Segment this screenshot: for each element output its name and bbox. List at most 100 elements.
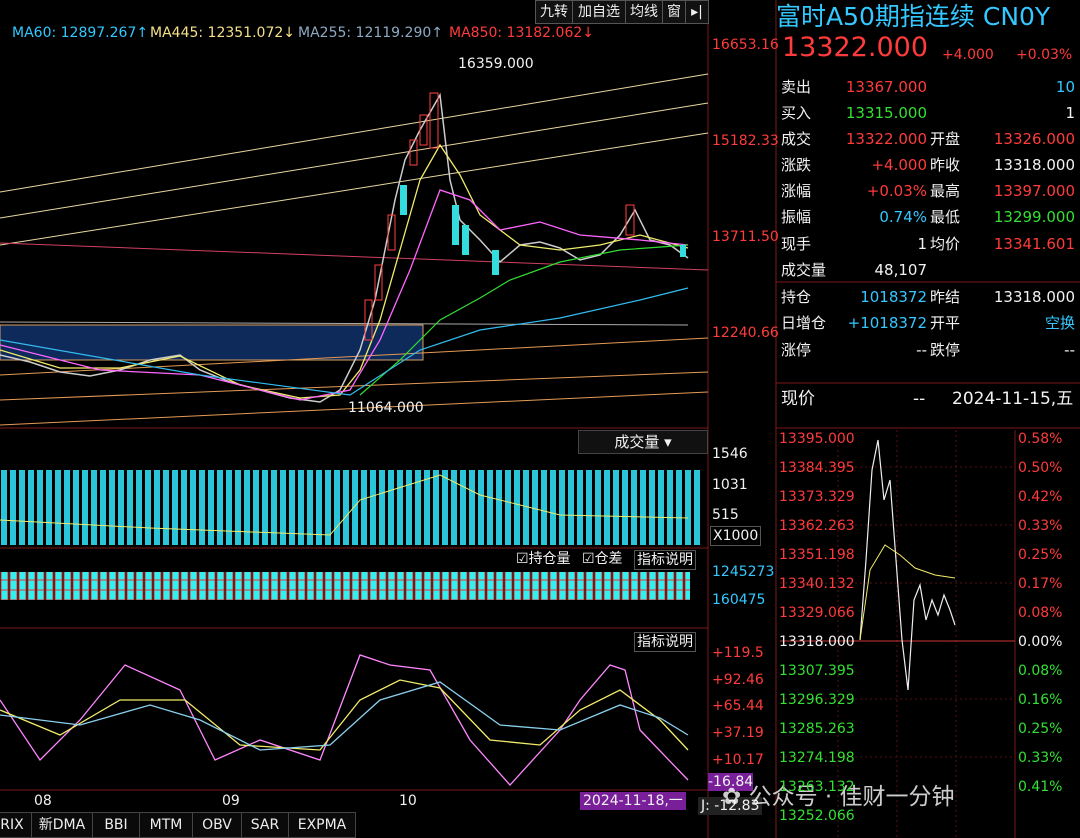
quote-label: 成交量 xyxy=(781,261,827,279)
quote-value: -- xyxy=(1064,341,1075,359)
quote-value: +0.03% xyxy=(866,182,927,200)
price-change-pct: +0.03% xyxy=(1016,47,1073,63)
toolbar-button[interactable]: 均线 xyxy=(625,0,663,24)
intraday-avg xyxy=(859,544,956,641)
intraday-pct-label: 0.16% xyxy=(1018,692,1063,708)
oi-option[interactable]: ☑持仓量 xyxy=(516,551,571,567)
instrument-name: 富时A50期指连续 CN0Y xyxy=(776,2,1051,31)
oi-axis-label: 160475 xyxy=(712,592,766,608)
intraday-pct-label: 0.25% xyxy=(1018,721,1063,737)
x-axis-label: 09 xyxy=(222,793,240,809)
quote-label: 昨收 xyxy=(930,156,961,174)
kdj-d xyxy=(0,681,689,751)
intraday-price-label: 13362.263 xyxy=(779,518,855,534)
ma-legend: MA850: 13182.062↓ xyxy=(449,25,594,41)
intraday-value: -- xyxy=(913,389,926,409)
indicator-tab[interactable]: SAR xyxy=(241,812,289,838)
ma-slow xyxy=(359,244,689,396)
indicator-tab[interactable]: MTM xyxy=(139,812,193,838)
quote-label: 持仓 xyxy=(781,288,812,306)
quote-label: 昨结 xyxy=(930,288,961,306)
intraday-price-label: 13329.066 xyxy=(779,605,855,621)
intraday-pct-label: 0.33% xyxy=(1018,750,1063,766)
y-axis-label: 13711.50 xyxy=(712,229,779,245)
low-annotation: 11064.000 xyxy=(348,400,424,416)
quote-value: 48,107 xyxy=(874,261,928,279)
quote-value: 13299.000 xyxy=(993,208,1075,226)
indicator-tab[interactable]: OBV xyxy=(192,812,242,838)
quote-label: 卖出 xyxy=(781,78,812,96)
x-axis-label: 08 xyxy=(34,793,52,809)
oi-option-label: 持仓量 xyxy=(528,551,571,567)
indicator-tab[interactable]: BBI xyxy=(92,812,140,838)
indicator-axis-label: +92.46 xyxy=(712,672,764,688)
oi-option-label: 仓差 xyxy=(594,551,623,567)
quote-value: +4.000 xyxy=(871,156,927,174)
quote-value: 13322.000 xyxy=(845,130,927,148)
oi-help[interactable]: 指标说明 xyxy=(634,550,696,570)
intraday-price-label: 13307.395 xyxy=(779,663,855,679)
ma445-line xyxy=(0,321,689,326)
indicator-axis-label: +10.17 xyxy=(712,752,764,768)
toolbar-button[interactable]: ▸| xyxy=(685,0,709,24)
kdj-k xyxy=(0,679,689,751)
quote-label: 开盘 xyxy=(930,130,961,148)
intraday-pct-label: 0.17% xyxy=(1018,576,1063,592)
ma-fast xyxy=(0,143,689,399)
volume-axis-label: 1546 xyxy=(712,446,748,462)
quote-label: 现手 xyxy=(781,235,812,253)
ma-legend: MA255: 12119.290↑ xyxy=(298,25,443,41)
support-lines xyxy=(0,337,709,426)
oi-axis-label: 1245273 xyxy=(712,564,775,580)
intraday-price xyxy=(859,439,956,691)
quote-volume: 1 xyxy=(1065,104,1075,122)
indicator-tab[interactable]: 新DMA xyxy=(31,812,93,838)
quote-value: 13367.000 xyxy=(845,78,927,96)
toolbar-button[interactable]: 窗 xyxy=(662,0,686,24)
intraday-grid xyxy=(780,430,1015,838)
intraday-price-label: 13318.000 xyxy=(779,634,855,650)
quote-value: 1 xyxy=(917,235,927,253)
volume-title: 成交量 xyxy=(614,433,660,451)
oi-bars xyxy=(0,572,690,600)
high-annotation: 16359.000 xyxy=(458,56,534,72)
intraday-pct-label: 0.58% xyxy=(1018,431,1063,447)
intraday-pct-label: 0.08% xyxy=(1018,663,1063,679)
quote-label: 均价 xyxy=(930,235,961,253)
intraday-price-label: 13252.066 xyxy=(779,808,855,824)
watermark-text: 公众号 · 佳财一分钟 xyxy=(748,784,955,810)
indicator-tab[interactable]: EXPMA xyxy=(288,812,356,838)
toolbar-button[interactable]: 九转 xyxy=(535,0,573,24)
intraday-price-label: 13285.263 xyxy=(779,721,855,737)
volume-axis-label: 1031 xyxy=(712,477,748,493)
quote-label: 涨停 xyxy=(781,341,812,359)
volume-ma xyxy=(0,474,689,536)
quote-label: 开平 xyxy=(930,314,961,332)
intraday-pct-label: 0.25% xyxy=(1018,547,1063,563)
indicator-help[interactable]: 指标说明 xyxy=(634,632,696,652)
volume-selector[interactable]: 成交量 ▾ xyxy=(578,430,708,454)
box-zone xyxy=(0,324,424,361)
indicator-readout: J: -12.83 xyxy=(698,797,763,815)
indicator-axis-label: +65.44 xyxy=(712,698,764,714)
intraday-pct-label: 0.08% xyxy=(1018,605,1063,621)
quote-label: 涨幅 xyxy=(781,182,812,200)
quote-label: 日增仓 xyxy=(781,314,827,332)
y-axis-label: 12240.66 xyxy=(712,325,779,341)
volume-unit: X1000 xyxy=(710,526,762,546)
indicator-tab[interactable]: RIX xyxy=(0,812,32,838)
intraday-price-label: 13351.198 xyxy=(779,547,855,563)
quote-label: 振幅 xyxy=(781,208,812,226)
quote-value: 1018372 xyxy=(860,288,927,306)
toolbar-button[interactable]: 加自选 xyxy=(572,0,626,24)
quote-label: 最高 xyxy=(930,182,961,200)
quote-value: 13318.000 xyxy=(993,288,1075,306)
oi-option[interactable]: ☑仓差 xyxy=(582,551,623,567)
trend-lines xyxy=(0,73,709,246)
quote-value: -- xyxy=(916,341,927,359)
intraday-pct-label: 0.33% xyxy=(1018,518,1063,534)
quote-label: 涨跌 xyxy=(781,156,812,174)
cursor-date: 2024-11-18,一 xyxy=(580,792,686,810)
quote-value: 13318.000 xyxy=(993,156,1075,174)
